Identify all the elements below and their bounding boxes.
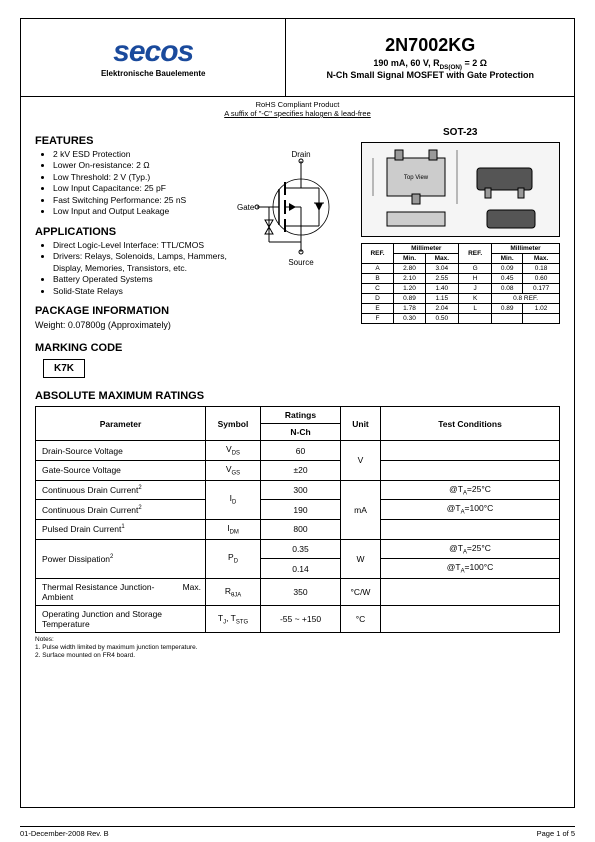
package-info-title: PACKAGE INFORMATION [35, 305, 229, 317]
dimension-table: REF.MillimeterREF.MillimeterMin.Max.Min.… [361, 243, 561, 324]
features-title: FEATURES [35, 135, 229, 147]
blank-space [35, 659, 560, 699]
ratings-title: ABSOLUTE MAXIMUM RATINGS [35, 390, 560, 402]
package-title: SOT-23 [361, 127, 561, 138]
gate-label: Gate [237, 203, 255, 212]
applications-title: APPLICATIONS [35, 226, 229, 238]
content: FEATURES 2 kV ESD ProtectionLower On-res… [21, 121, 574, 705]
title-cell: 2N7002KG 190 mA, 60 V, RDS(ON) = 2 Ω N-C… [286, 19, 574, 96]
footer-date: 01-December-2008 Rev. B [20, 829, 109, 838]
notes-title: Notes: [35, 636, 560, 644]
feature-item: Fast Switching Performance: 25 nS [53, 195, 229, 206]
rohs-line2: A suffix of "-C" specifies halogen & lea… [21, 109, 574, 118]
svg-text:Top View: Top View [404, 175, 429, 181]
part-desc: N-Ch Small Signal MOSFET with Gate Prote… [286, 70, 574, 80]
marking-code: K7K [43, 359, 85, 378]
source-label: Source [289, 258, 315, 267]
left-column: FEATURES 2 kV ESD ProtectionLower On-res… [35, 127, 229, 330]
applications-list: Direct Logic-Level Interface: TTL/CMOSDr… [35, 240, 229, 297]
feature-item: Low Threshold: 2 V (Typ.) [53, 172, 229, 183]
part-number: 2N7002KG [286, 35, 574, 56]
drain-label: Drain [292, 150, 311, 159]
package-column: SOT-23 Top View [361, 127, 561, 330]
notes: Notes: 1. Pulse width limited by maximum… [35, 636, 560, 659]
application-item: Drivers: Relays, Solenoids, Lamps, Hamme… [53, 251, 229, 274]
upper-columns: FEATURES 2 kV ESD ProtectionLower On-res… [35, 127, 560, 330]
application-item: Battery Operated Systems [53, 274, 229, 285]
mosfet-schematic: Drain Gate [229, 147, 360, 277]
application-item: Direct Logic-Level Interface: TTL/CMOS [53, 240, 229, 251]
package-drawing: Top View [361, 142, 561, 237]
feature-item: Low Input and Output Leakage [53, 206, 229, 217]
package-svg: Top View [365, 144, 555, 236]
note-2: 2. Surface mounted on FR4 board. [35, 652, 560, 660]
application-item: Solid-State Relays [53, 286, 229, 297]
part-spec: 190 mA, 60 V, RDS(ON) = 2 Ω [286, 58, 574, 71]
schematic-svg: Drain Gate [229, 147, 359, 277]
footer: 01-December-2008 Rev. B Page 1 of 5 [20, 826, 575, 838]
rohs-block: RoHS Compliant Product A suffix of "-C" … [21, 97, 574, 121]
feature-item: 2 kV ESD Protection [53, 149, 229, 160]
marking-title: MARKING CODE [35, 342, 560, 354]
schematic-column: Drain Gate [229, 127, 360, 330]
header: secos Elektronische Bauelemente 2N7002KG… [21, 19, 574, 97]
feature-item: Lower On-resistance: 2 Ω [53, 160, 229, 171]
ratings-table: ParameterSymbolRatingsUnitTest Condition… [35, 406, 560, 633]
package-weight: Weight: 0.07800g (Approximately) [35, 320, 229, 330]
logo-cell: secos Elektronische Bauelemente [21, 19, 286, 96]
footer-page: Page 1 of 5 [537, 829, 575, 838]
features-list: 2 kV ESD ProtectionLower On-resistance: … [35, 149, 229, 218]
rohs-line1: RoHS Compliant Product [21, 100, 574, 109]
logo: secos [113, 37, 193, 67]
feature-item: Low Input Capacitance: 25 pF [53, 183, 229, 194]
note-1: 1. Pulse width limited by maximum juncti… [35, 644, 560, 652]
page-frame: secos Elektronische Bauelemente 2N7002KG… [20, 18, 575, 808]
logo-subtitle: Elektronische Bauelemente [101, 69, 205, 78]
